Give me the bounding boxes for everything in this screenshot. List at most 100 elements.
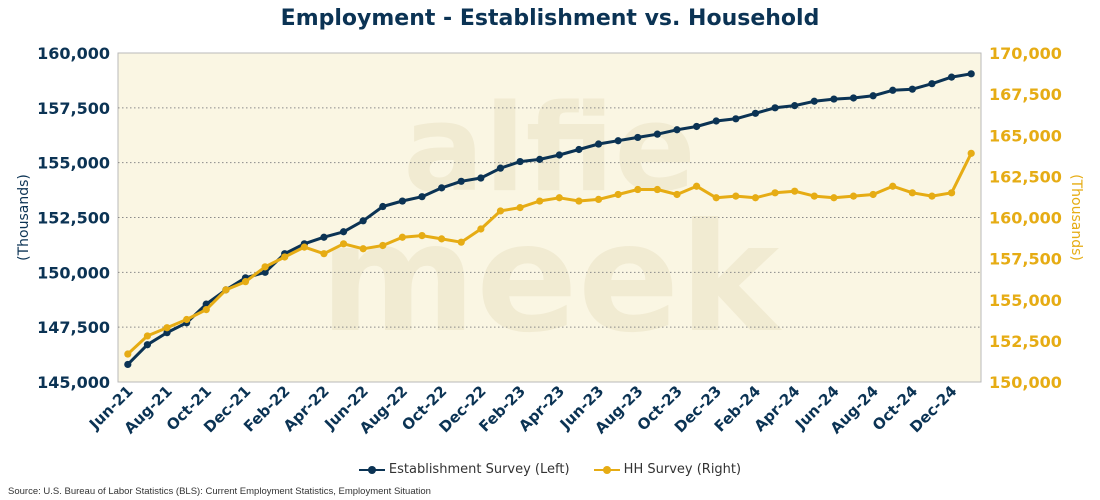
data-point-establishment bbox=[830, 95, 838, 103]
data-point-establishment bbox=[908, 85, 916, 93]
data-point-establishment bbox=[418, 193, 426, 201]
data-point-household bbox=[634, 185, 642, 194]
data-point-establishment bbox=[791, 102, 799, 110]
data-point-establishment bbox=[457, 177, 465, 185]
data-point-household bbox=[438, 235, 446, 243]
data-point-household bbox=[457, 238, 465, 246]
data-point-establishment bbox=[751, 109, 760, 117]
data-point-household bbox=[594, 195, 603, 204]
data-point-establishment bbox=[771, 104, 779, 112]
data-point-establishment bbox=[496, 164, 505, 172]
data-point-household bbox=[183, 315, 191, 324]
y-axis-label-right: (Thousands) bbox=[1068, 174, 1084, 261]
data-point-household bbox=[320, 250, 328, 258]
legend-item-household[interactable]: HH Survey (Right) bbox=[593, 462, 742, 477]
data-point-establishment bbox=[849, 94, 858, 102]
y-axis-label-left: (Thousands) bbox=[16, 174, 32, 261]
data-point-household bbox=[614, 190, 622, 199]
legend-label-establishment: Establishment Survey (Left) bbox=[388, 462, 570, 477]
data-point-household bbox=[575, 197, 583, 205]
data-point-household bbox=[477, 225, 485, 233]
chart-title: Employment - Establishment vs. Household bbox=[280, 6, 820, 31]
data-point-establishment bbox=[143, 341, 152, 349]
data-point-household bbox=[928, 192, 936, 200]
data-point-establishment bbox=[732, 115, 740, 123]
y-tick-left: 160,000 bbox=[37, 44, 110, 63]
data-point-household bbox=[261, 263, 269, 271]
data-point-establishment bbox=[438, 184, 446, 192]
data-point-household bbox=[516, 204, 524, 212]
data-point-household bbox=[222, 286, 230, 294]
data-point-household bbox=[869, 190, 877, 199]
data-point-household bbox=[398, 233, 406, 241]
data-point-household bbox=[555, 194, 563, 202]
data-point-household bbox=[536, 197, 544, 205]
data-point-household bbox=[143, 332, 152, 340]
data-point-establishment bbox=[536, 155, 544, 163]
legend-item-establishment[interactable]: Establishment Survey (Left) bbox=[358, 462, 570, 477]
data-point-household bbox=[379, 241, 387, 250]
data-point-household bbox=[830, 194, 838, 202]
data-point-establishment bbox=[379, 202, 387, 211]
data-point-household bbox=[967, 149, 975, 157]
data-point-establishment bbox=[594, 140, 603, 148]
data-point-establishment bbox=[359, 217, 367, 225]
data-point-establishment bbox=[339, 228, 348, 236]
data-point-establishment bbox=[634, 133, 642, 142]
data-point-household bbox=[947, 189, 956, 197]
data-point-establishment bbox=[398, 197, 406, 205]
data-point-household bbox=[673, 190, 681, 199]
watermark-line-1: alfie bbox=[403, 80, 695, 219]
data-point-household bbox=[693, 182, 701, 190]
data-point-household bbox=[908, 189, 916, 197]
data-point-establishment bbox=[163, 329, 171, 337]
data-point-establishment bbox=[614, 137, 622, 145]
data-point-establishment bbox=[261, 268, 269, 276]
data-point-household bbox=[124, 350, 132, 358]
data-point-establishment bbox=[575, 145, 583, 154]
data-point-household bbox=[653, 185, 661, 194]
watermark-line-2: meek bbox=[320, 192, 783, 366]
legend-swatch-household bbox=[593, 465, 620, 475]
data-point-establishment bbox=[673, 126, 681, 134]
data-point-household bbox=[496, 207, 505, 215]
data-point-establishment bbox=[693, 122, 701, 131]
data-point-household bbox=[281, 253, 289, 261]
y-tick-left: 150,000 bbox=[37, 263, 110, 282]
y-tick-right: 165,000 bbox=[989, 126, 1062, 145]
y-tick-right: 160,000 bbox=[989, 209, 1062, 228]
data-point-establishment bbox=[516, 157, 524, 166]
data-point-establishment bbox=[928, 80, 936, 88]
y-tick-right: 150,000 bbox=[989, 373, 1062, 392]
data-point-household bbox=[849, 192, 858, 200]
data-point-establishment bbox=[653, 130, 661, 138]
data-point-establishment bbox=[124, 360, 132, 369]
y-tick-left: 147,500 bbox=[37, 318, 110, 337]
y-tick-left: 152,500 bbox=[37, 209, 110, 228]
data-point-household bbox=[791, 187, 799, 195]
data-point-household bbox=[163, 324, 171, 332]
y-tick-right: 157,500 bbox=[989, 250, 1062, 269]
data-point-household bbox=[300, 243, 308, 251]
y-tick-right: 167,500 bbox=[989, 85, 1062, 104]
data-point-household bbox=[241, 278, 250, 286]
legend: Establishment Survey (Left) HH Survey (R… bbox=[0, 462, 1100, 479]
y-tick-left: 145,000 bbox=[37, 373, 110, 392]
data-point-establishment bbox=[712, 117, 720, 125]
legend-label-household: HH Survey (Right) bbox=[623, 462, 742, 477]
data-point-establishment bbox=[947, 73, 956, 81]
data-point-establishment bbox=[477, 174, 485, 182]
data-point-establishment bbox=[320, 233, 328, 241]
y-tick-right: 170,000 bbox=[989, 44, 1062, 63]
data-point-establishment bbox=[967, 70, 975, 78]
y-tick-right: 152,500 bbox=[989, 332, 1062, 351]
data-point-household bbox=[712, 194, 720, 202]
y-tick-left: 157,500 bbox=[37, 99, 110, 118]
source-note: Source: U.S. Bureau of Labor Statistics … bbox=[8, 486, 431, 497]
data-point-household bbox=[339, 240, 348, 248]
data-point-household bbox=[889, 182, 897, 190]
data-point-establishment bbox=[889, 86, 897, 94]
data-point-household bbox=[751, 194, 760, 202]
